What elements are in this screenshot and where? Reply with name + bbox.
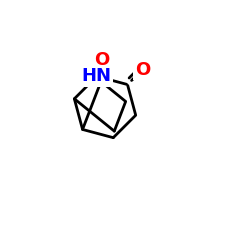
Text: O: O bbox=[94, 51, 110, 69]
Text: HN: HN bbox=[82, 67, 112, 85]
Text: O: O bbox=[135, 60, 150, 78]
